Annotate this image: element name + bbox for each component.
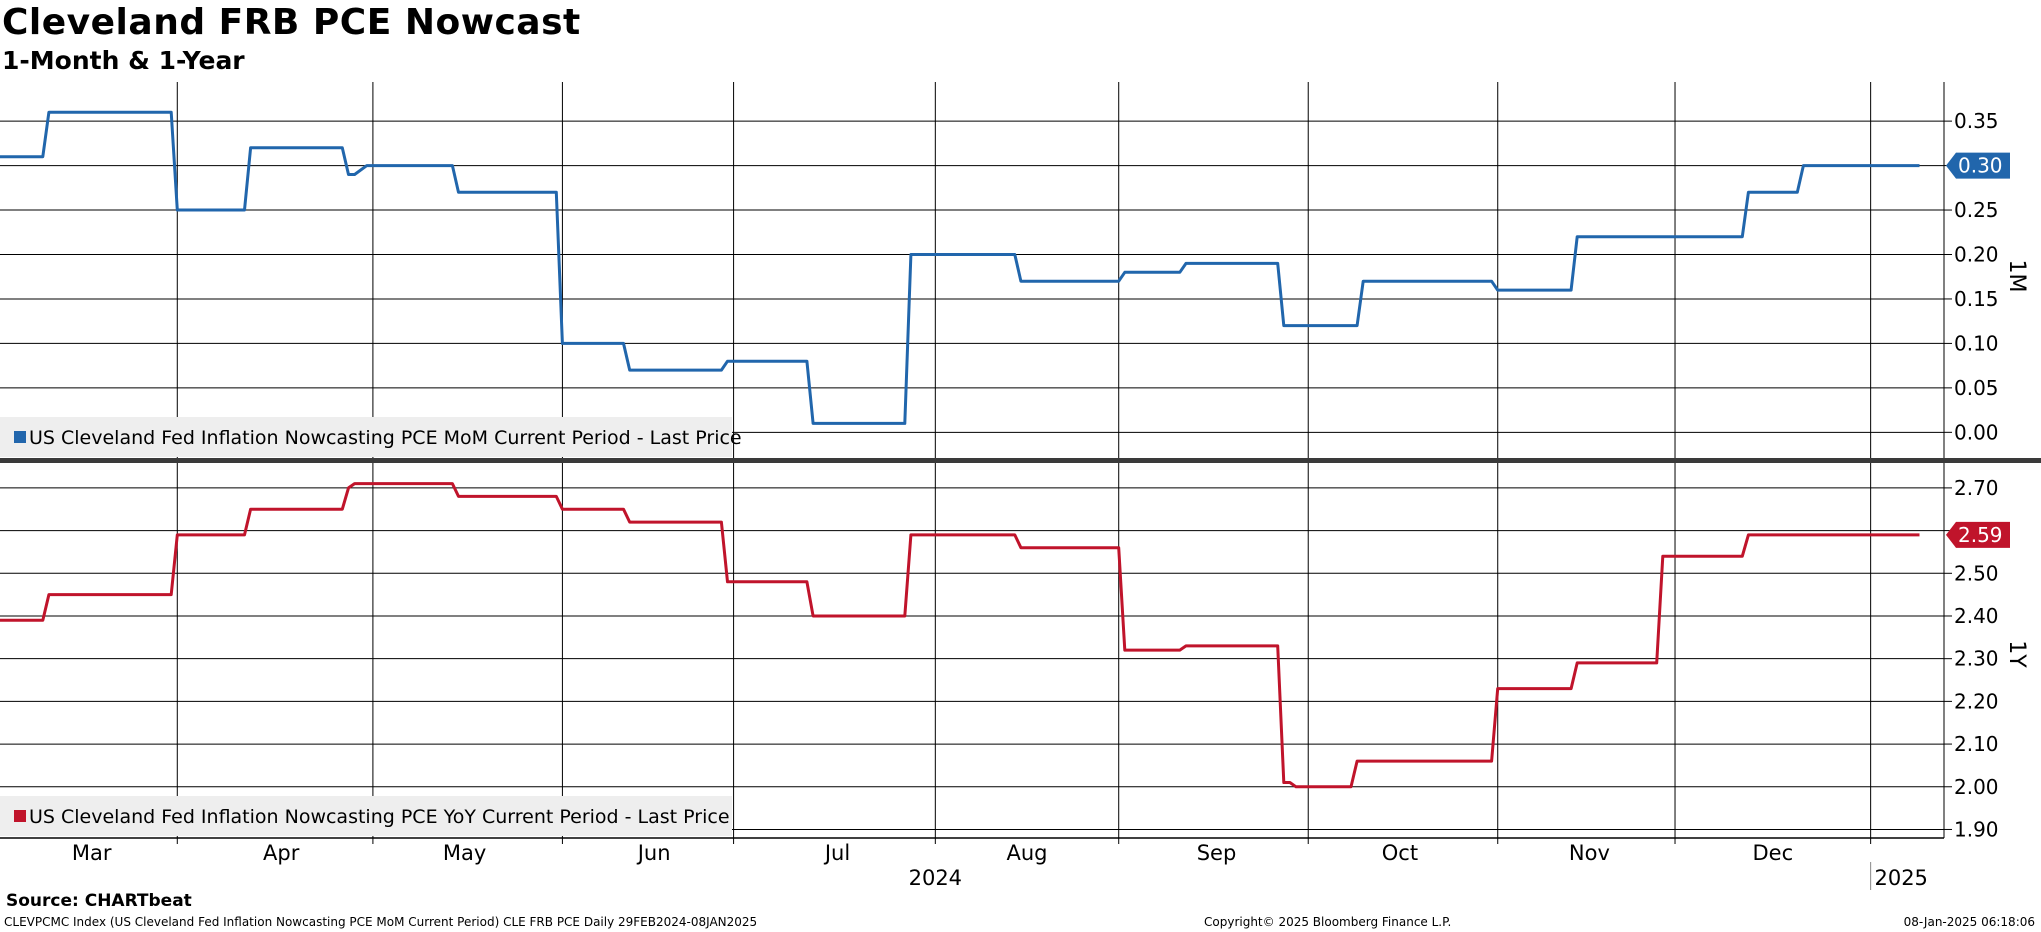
x-month-label: Jun [636,841,671,865]
ticker-info: CLEVPCMC Index (US Cleveland Fed Inflati… [4,915,758,929]
mom-y-tick-label: 0.25 [1954,198,1999,222]
yoy-legend-label: US Cleveland Fed Inflation Nowcasting PC… [29,806,730,828]
timestamp: 08-Jan-2025 06:18:06 [1903,915,2035,929]
x-year-label: 2024 [909,866,962,890]
mom-legend-swatch [14,431,26,443]
copyright-notice: Copyright© 2025 Bloomberg Finance L.P. [1204,915,1452,929]
yoy-series-line [0,482,1920,789]
yoy-legend-box [0,796,732,836]
mom-series-line [0,110,1920,425]
mom-y-tick-label: 0.35 [1954,109,1999,133]
mom-y-tick-label: 0.10 [1954,331,1999,355]
yoy-y-tick-label: 2.30 [1954,647,1999,671]
yoy-y-tick-label: 2.20 [1954,689,1999,713]
yoy-y-tick-label: 2.70 [1954,476,1999,500]
yoy-last-price-badge [1946,521,2010,548]
mom-y-tick-label: 0.00 [1954,420,1999,444]
yoy-legend-swatch [14,810,26,822]
x-year-label: 2025 [1874,866,1927,890]
x-month-label: Dec [1753,841,1794,865]
yoy-y-tick-label: 2.10 [1954,732,1999,756]
source-label: Source: CHARTbeat [6,891,192,911]
mom-legend-label: US Cleveland Fed Inflation Nowcasting PC… [29,427,742,449]
yoy-axis-name: 1Y [2004,640,2029,668]
yoy-y-tick-label: 2.00 [1954,775,1999,799]
x-month-label: Aug [1007,841,1048,865]
chart-subtitle: 1-Month & 1-Year [2,46,245,75]
mom-axis-name: 1M [2004,260,2029,293]
mom-y-tick-label: 0.15 [1954,287,1999,311]
yoy-y-tick-label: 1.90 [1954,817,1999,841]
x-month-label: Sep [1197,841,1237,865]
mom-last-price-badge [1946,152,2010,179]
panel-separator [0,458,2041,463]
x-month-label: Apr [263,841,300,865]
yoy-last-price-label: 2.59 [1958,523,2003,547]
mom-last-price-label: 0.30 [1958,154,2003,178]
x-month-label: Mar [72,841,112,865]
x-month-label: Nov [1569,841,1610,865]
yoy-y-tick-label: 2.40 [1954,604,1999,628]
mom-legend-box [0,417,732,457]
x-month-label: Oct [1382,841,1418,865]
x-month-label: Jul [823,841,850,865]
x-month-label: May [443,841,486,865]
yoy-y-tick-label: 2.50 [1954,561,1999,585]
chart-title: Cleveland FRB PCE Nowcast [2,2,581,43]
mom-y-tick-label: 0.20 [1954,242,1999,266]
mom-y-tick-label: 0.05 [1954,376,1999,400]
